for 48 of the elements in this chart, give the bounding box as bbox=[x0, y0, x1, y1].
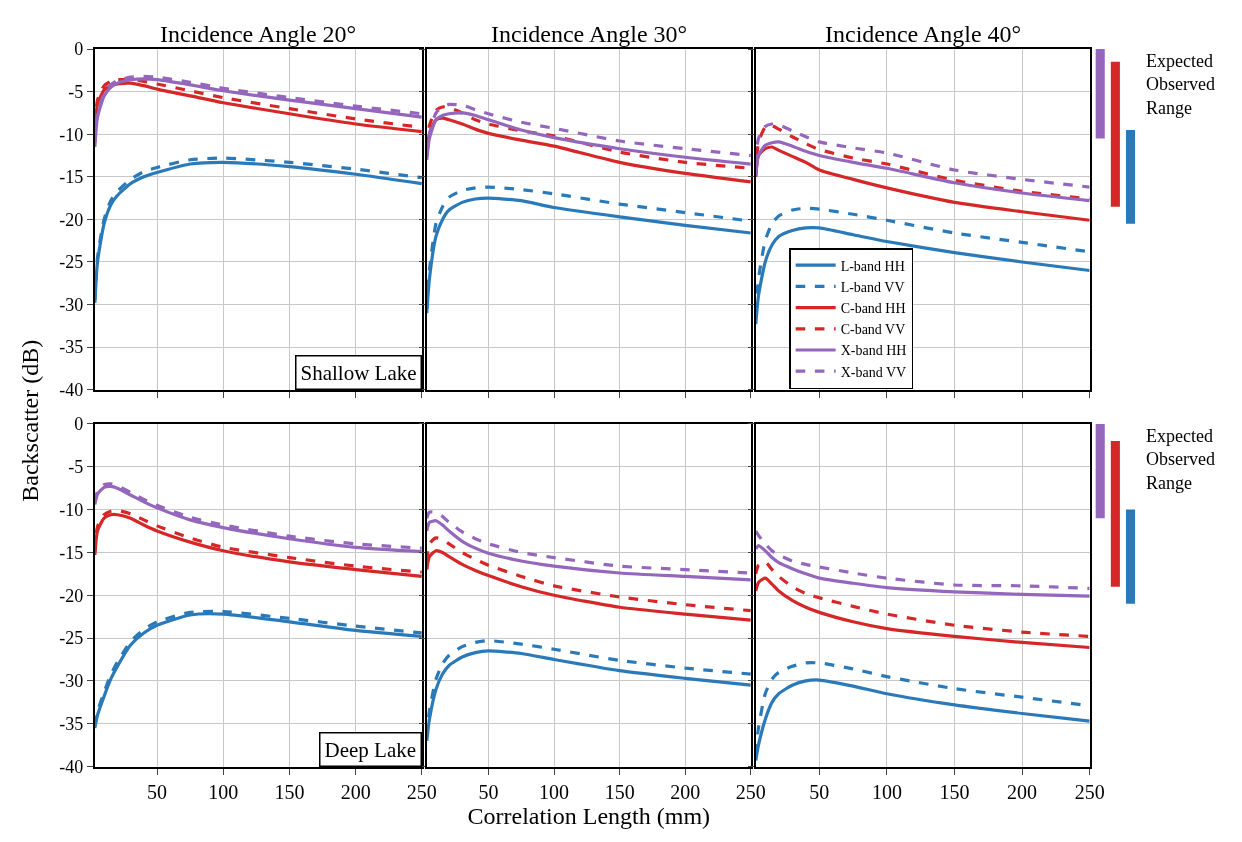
annotation: Deep Lake bbox=[324, 737, 417, 762]
legend-label: L-band HH bbox=[840, 258, 905, 274]
y-tick-label: -40 bbox=[59, 756, 84, 777]
x-tick-label: 250 bbox=[1074, 780, 1105, 803]
y-tick-label: -15 bbox=[59, 542, 84, 563]
x-tick-label: 50 bbox=[478, 780, 499, 803]
x-tick-label: 150 bbox=[604, 780, 635, 803]
x-tick-label: 50 bbox=[809, 780, 830, 803]
y-tick-label: -30 bbox=[59, 671, 84, 692]
x-tick-label: 150 bbox=[274, 780, 305, 803]
legend-label: X-band VV bbox=[840, 364, 907, 380]
chart-title: Incidence Angle 30° bbox=[491, 21, 688, 47]
x-tick-label: 100 bbox=[539, 780, 570, 803]
y-tick-label: -20 bbox=[59, 209, 84, 230]
x-tick-label: 100 bbox=[871, 780, 902, 803]
x-tick-label: 100 bbox=[208, 780, 239, 803]
y-tick-label: -10 bbox=[59, 124, 84, 145]
x-tick-label: 200 bbox=[340, 780, 371, 803]
y-tick-label: -25 bbox=[59, 628, 84, 649]
y-tick-label: -5 bbox=[68, 457, 84, 478]
x-axis-title: Correlation Length (mm) bbox=[467, 802, 711, 829]
y-tick-label: -40 bbox=[59, 380, 84, 401]
y-tick-label: -10 bbox=[59, 499, 84, 520]
legend-label: X-band HH bbox=[840, 343, 907, 359]
x-tick-label: 50 bbox=[147, 780, 168, 803]
annotation: Shallow Lake bbox=[300, 360, 417, 385]
y-tick-label: -5 bbox=[68, 81, 84, 102]
y-tick-label: 0 bbox=[74, 414, 84, 435]
x-tick-label: 250 bbox=[735, 780, 766, 803]
y-tick-label: -30 bbox=[59, 294, 84, 315]
y-tick-label: -35 bbox=[59, 714, 84, 735]
y-tick-label: 0 bbox=[74, 39, 84, 60]
legend-label: C-band VV bbox=[840, 322, 906, 338]
x-tick-label: 200 bbox=[670, 780, 701, 803]
x-tick-label: 150 bbox=[939, 780, 970, 803]
x-tick-label: 250 bbox=[406, 780, 437, 803]
y-axis-title: Backscatter (dB) bbox=[16, 339, 43, 502]
y-tick-label: -15 bbox=[59, 167, 84, 188]
x-tick-label: 200 bbox=[1007, 780, 1038, 803]
y-tick-label: -35 bbox=[59, 337, 84, 358]
y-tick-label: -25 bbox=[59, 252, 84, 273]
legend-label: L-band VV bbox=[840, 279, 905, 295]
legend-label: C-band HH bbox=[840, 301, 906, 317]
y-tick-label: -20 bbox=[59, 585, 84, 606]
text: Expected Observed Range bbox=[1146, 426, 1215, 493]
chart-title: Incidence Angle 40° bbox=[825, 21, 1022, 47]
text: Expected Observed Range bbox=[1146, 51, 1215, 118]
chart-title: Incidence Angle 20° bbox=[160, 21, 357, 47]
